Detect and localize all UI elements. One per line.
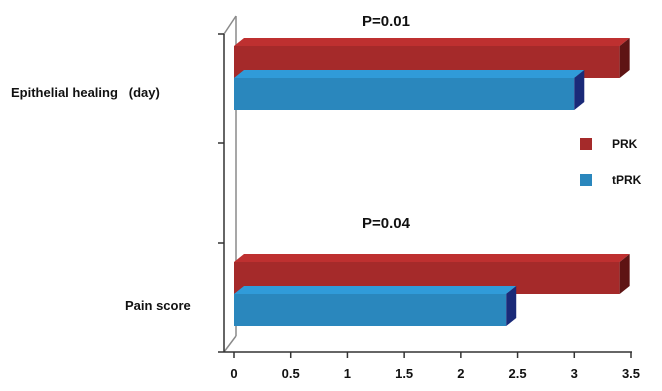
x-axis-ticks: 0 0.5 1 1.5 2 2.5 3 3.5 bbox=[230, 352, 640, 381]
bars bbox=[234, 38, 630, 326]
category-label-epithelial-healing: Epithelial healing (day) bbox=[11, 85, 160, 100]
x-tick-label: 0.5 bbox=[282, 366, 300, 381]
bar-front-face bbox=[234, 294, 507, 326]
legend-label-prk: PRK bbox=[612, 137, 638, 151]
bar-top-face bbox=[234, 70, 585, 78]
bar-top-face bbox=[234, 254, 630, 262]
bar-side-face bbox=[619, 38, 630, 78]
x-tick-label: 2 bbox=[457, 366, 464, 381]
x-tick-label: 1.5 bbox=[395, 366, 413, 381]
bar-front-face bbox=[234, 78, 575, 110]
bar-top-face bbox=[234, 38, 630, 46]
p-value-annotation-epithelial: P=0.01 bbox=[362, 13, 410, 30]
bar-side-face bbox=[574, 70, 585, 110]
x-tick-label: 3.5 bbox=[622, 366, 640, 381]
legend-swatch-tprk bbox=[580, 174, 592, 186]
bar-side-face bbox=[506, 286, 517, 326]
legend-swatch-prk bbox=[580, 138, 592, 150]
x-tick-label: 0 bbox=[230, 366, 237, 381]
legend-label-tprk: tPRK bbox=[612, 173, 642, 187]
x-tick-label: 3 bbox=[571, 366, 578, 381]
category-label-pain-score: Pain score bbox=[125, 298, 191, 313]
bar-tprk-pain-score bbox=[234, 286, 517, 326]
depth-line-bottom bbox=[223, 335, 237, 353]
x-tick-label: 1 bbox=[344, 366, 351, 381]
depth-line-top bbox=[223, 15, 237, 35]
bar-tprk-epithelial-healing bbox=[234, 70, 585, 110]
bar-top-face bbox=[234, 286, 517, 294]
bar-side-face bbox=[619, 254, 630, 294]
legend: PRK tPRK bbox=[580, 137, 642, 187]
x-tick-label: 2.5 bbox=[509, 366, 527, 381]
p-value-annotation-pain: P=0.04 bbox=[362, 215, 411, 232]
